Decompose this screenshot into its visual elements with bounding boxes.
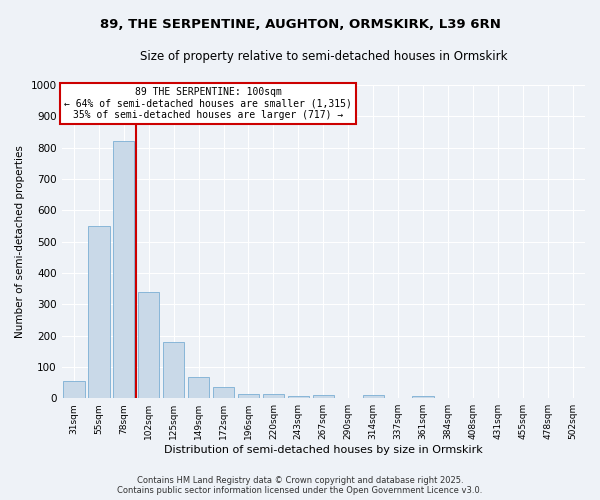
Title: Size of property relative to semi-detached houses in Ormskirk: Size of property relative to semi-detach… <box>140 50 507 63</box>
Bar <box>113 142 134 398</box>
Bar <box>263 394 284 398</box>
Text: 89, THE SERPENTINE, AUGHTON, ORMSKIRK, L39 6RN: 89, THE SERPENTINE, AUGHTON, ORMSKIRK, L… <box>100 18 500 30</box>
Bar <box>213 387 234 398</box>
Bar <box>188 377 209 398</box>
Text: 89 THE SERPENTINE: 100sqm
← 64% of semi-detached houses are smaller (1,315)
35% : 89 THE SERPENTINE: 100sqm ← 64% of semi-… <box>64 86 352 120</box>
Bar <box>288 396 309 398</box>
X-axis label: Distribution of semi-detached houses by size in Ormskirk: Distribution of semi-detached houses by … <box>164 445 482 455</box>
Bar <box>64 381 85 398</box>
Bar <box>88 226 110 398</box>
Y-axis label: Number of semi-detached properties: Number of semi-detached properties <box>15 145 25 338</box>
Bar <box>138 292 160 398</box>
Bar <box>313 395 334 398</box>
Bar <box>163 342 184 398</box>
Bar <box>238 394 259 398</box>
Bar <box>362 395 384 398</box>
Bar <box>412 396 434 398</box>
Text: Contains HM Land Registry data © Crown copyright and database right 2025.
Contai: Contains HM Land Registry data © Crown c… <box>118 476 482 495</box>
